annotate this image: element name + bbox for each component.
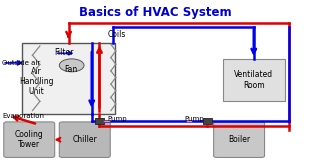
Circle shape bbox=[59, 59, 84, 72]
Text: Outside air: Outside air bbox=[2, 60, 41, 66]
Text: Chiller: Chiller bbox=[73, 135, 97, 144]
Text: Coils: Coils bbox=[108, 30, 126, 39]
Bar bbox=[202, 118, 212, 124]
Bar bbox=[223, 59, 285, 101]
Text: Pump: Pump bbox=[107, 117, 127, 122]
Text: Filter: Filter bbox=[55, 48, 74, 57]
Text: Air
Handling
Unit: Air Handling Unit bbox=[19, 67, 53, 96]
Text: Basics of HVAC System: Basics of HVAC System bbox=[79, 6, 231, 19]
Text: Fan: Fan bbox=[64, 65, 77, 74]
Text: Ventilated
Room: Ventilated Room bbox=[234, 70, 273, 90]
FancyBboxPatch shape bbox=[4, 122, 55, 157]
FancyBboxPatch shape bbox=[214, 122, 264, 157]
Bar bbox=[95, 118, 104, 124]
Text: Cooling
Tower: Cooling Tower bbox=[15, 130, 44, 149]
FancyBboxPatch shape bbox=[59, 122, 110, 157]
Text: Boiler: Boiler bbox=[228, 135, 250, 144]
Text: Evaporation: Evaporation bbox=[2, 113, 44, 119]
Bar bbox=[22, 43, 115, 114]
Text: Pump: Pump bbox=[184, 117, 204, 122]
